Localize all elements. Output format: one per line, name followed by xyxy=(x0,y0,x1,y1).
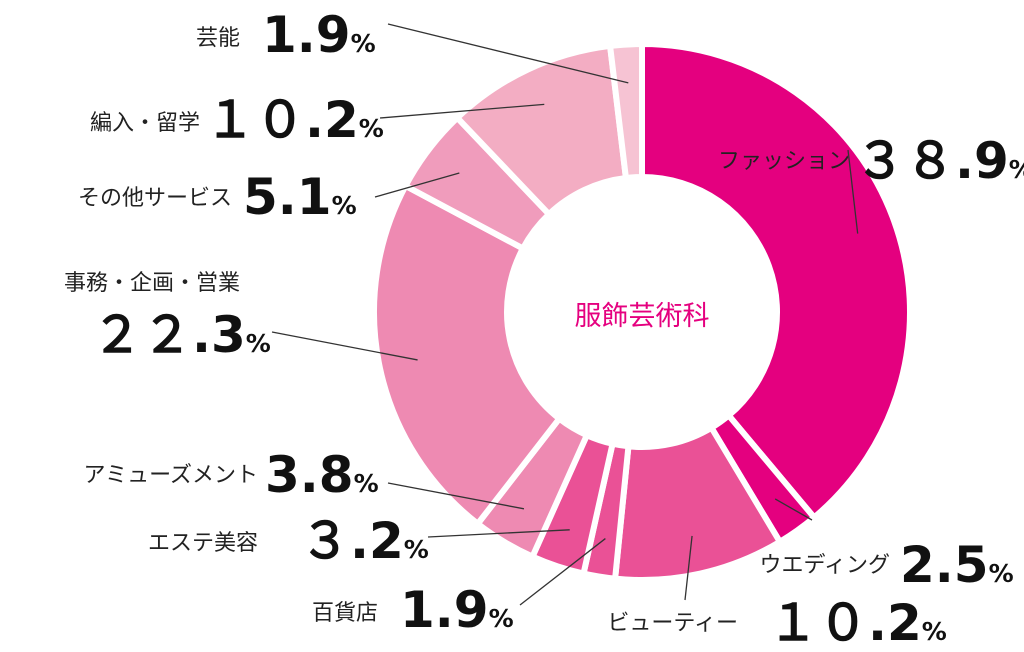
slice-value-9: １０.2% xyxy=(205,91,384,149)
slice-7 xyxy=(371,181,564,528)
percent-symbol: % xyxy=(1009,155,1024,184)
chart-title: 服飾芸術科 xyxy=(575,301,710,332)
slice-value-number-8: 5.1 xyxy=(243,168,332,226)
leader-lines xyxy=(271,23,859,606)
slice-value-6: 3.8% xyxy=(265,446,379,504)
leader-line-7 xyxy=(271,331,418,361)
slice-label-5: エステ美容 xyxy=(148,531,258,556)
slice-value-number-9: １０.2 xyxy=(205,91,359,149)
percent-symbol: % xyxy=(489,604,514,633)
leader-line-8 xyxy=(374,172,460,198)
slice-value-3: １０.2% xyxy=(768,594,947,652)
slice-value-1: ３８.9% xyxy=(855,132,1024,190)
percent-symbol: % xyxy=(359,114,384,143)
slice-value-number-3: １０.2 xyxy=(768,594,922,652)
slice-value-10: 1.9% xyxy=(262,6,376,64)
slice-label-6: アミューズメント xyxy=(84,463,258,488)
slice-value-number-5: ３.2 xyxy=(300,512,404,570)
slice-value-number-4: 1.9 xyxy=(400,581,489,639)
percent-symbol: % xyxy=(246,329,271,358)
slice-value-number-10: 1.9 xyxy=(262,6,351,64)
slice-value-7: ２２.3% xyxy=(92,306,271,364)
slice-label-7: 事務・企画・営業 xyxy=(64,271,240,296)
slice-value-4: 1.9% xyxy=(400,581,514,639)
percent-symbol: % xyxy=(354,469,379,498)
slice-label-8: その他サービス xyxy=(78,186,232,211)
slice-label-3: ビューティー xyxy=(607,611,738,636)
slice-label-2: ウエディング xyxy=(760,553,890,578)
slice-label-10: 芸能 xyxy=(196,26,240,51)
leader-line-10 xyxy=(387,23,629,84)
slice-label-1: ファッション xyxy=(718,149,850,174)
percent-symbol: % xyxy=(404,535,429,564)
leader-line-1 xyxy=(847,149,859,234)
slice-label-9: 編入・留学 xyxy=(90,111,200,136)
percent-symbol: % xyxy=(351,29,376,58)
percent-symbol: % xyxy=(989,559,1014,588)
percent-symbol: % xyxy=(922,617,947,646)
slice-value-number-6: 3.8 xyxy=(265,446,354,504)
slice-value-5: ３.2% xyxy=(300,512,429,570)
leader-line-3 xyxy=(684,535,693,601)
donut-slices xyxy=(371,40,913,583)
leader-line-2 xyxy=(774,498,813,521)
leader-line-5 xyxy=(427,529,570,538)
slice-value-number-7: ２２.3 xyxy=(92,306,246,364)
slice-1 xyxy=(639,40,913,522)
slice-label-4: 百貨店 xyxy=(312,601,378,626)
percent-symbol: % xyxy=(332,191,357,220)
slice-value-8: 5.1% xyxy=(243,168,357,226)
slice-value-number-2: 2.5 xyxy=(900,536,989,594)
slice-value-2: 2.5% xyxy=(900,536,1014,594)
slice-value-number-1: ３８.9 xyxy=(855,132,1009,190)
slice-10 xyxy=(606,40,645,182)
leader-line-4 xyxy=(519,538,606,606)
leader-line-9 xyxy=(379,103,545,119)
leader-line-6 xyxy=(387,482,525,510)
